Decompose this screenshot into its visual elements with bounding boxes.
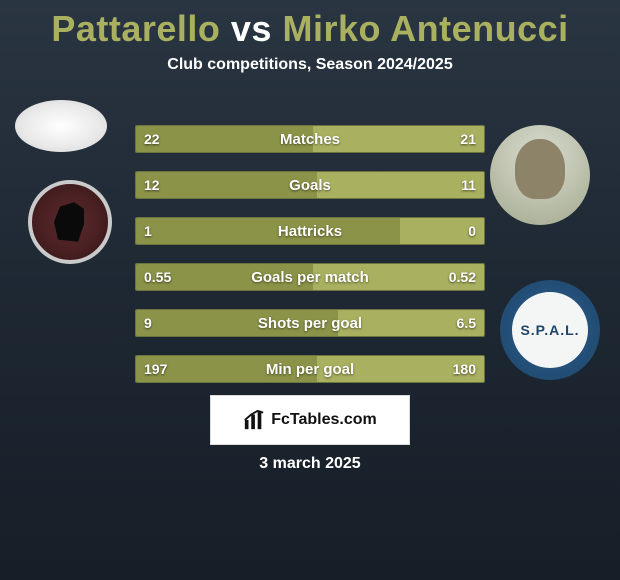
- stat-value-left: 12: [144, 172, 160, 198]
- stat-row: Goals per match0.55 0.52: [135, 263, 485, 291]
- date: 3 march 2025: [0, 455, 620, 473]
- stats-area: Matches22 21 Goals12 11 Hattricks1 0 Goals per…: [135, 125, 485, 401]
- stat-value-left: 22: [144, 126, 160, 152]
- player2-club-badge: S.P.A.L.: [500, 280, 600, 380]
- stat-value-left: 9: [144, 310, 152, 336]
- stat-value-right: 6.5: [457, 310, 476, 336]
- stat-value-left: 0.55: [144, 264, 171, 290]
- player1-club-badge: [28, 180, 112, 264]
- player2-club-text: S.P.A.L.: [512, 292, 588, 368]
- stat-row: Matches22 21: [135, 125, 485, 153]
- stat-value-right: 21: [460, 126, 476, 152]
- stat-row: Hattricks1 0: [135, 217, 485, 245]
- stat-value-left: 197: [144, 356, 167, 382]
- stat-value-right: 11: [461, 172, 476, 198]
- site-badge: FcTables.com: [210, 395, 410, 445]
- player2-avatar: [490, 125, 590, 225]
- stat-row: Min per goal197 180: [135, 355, 485, 383]
- stat-label: Goals: [136, 172, 484, 198]
- stat-label: Goals per match: [136, 264, 484, 290]
- stat-value-right: 180: [453, 356, 476, 382]
- player1-avatar: [15, 100, 107, 152]
- stat-value-right: 0.52: [449, 264, 476, 290]
- stat-row: Goals12 11: [135, 171, 485, 199]
- comparison-infographic: Pattarello vs Mirko Antenucci Club compe…: [0, 0, 620, 580]
- stat-value-right: 0: [468, 218, 476, 244]
- stat-label: Shots per goal: [136, 310, 484, 336]
- stat-row: Shots per goal9 6.5: [135, 309, 485, 337]
- subtitle: Club competitions, Season 2024/2025: [0, 56, 620, 74]
- title-vs: vs: [231, 8, 272, 49]
- stat-value-left: 1: [144, 218, 152, 244]
- player1-name: Pattarello: [51, 8, 220, 49]
- stat-label: Hattricks: [136, 218, 484, 244]
- title: Pattarello vs Mirko Antenucci: [0, 0, 620, 50]
- stat-label: Matches: [136, 126, 484, 152]
- site-name: FcTables.com: [271, 411, 377, 429]
- player2-name: Mirko Antenucci: [282, 8, 568, 49]
- stats-icon: [243, 409, 265, 431]
- stat-label: Min per goal: [136, 356, 484, 382]
